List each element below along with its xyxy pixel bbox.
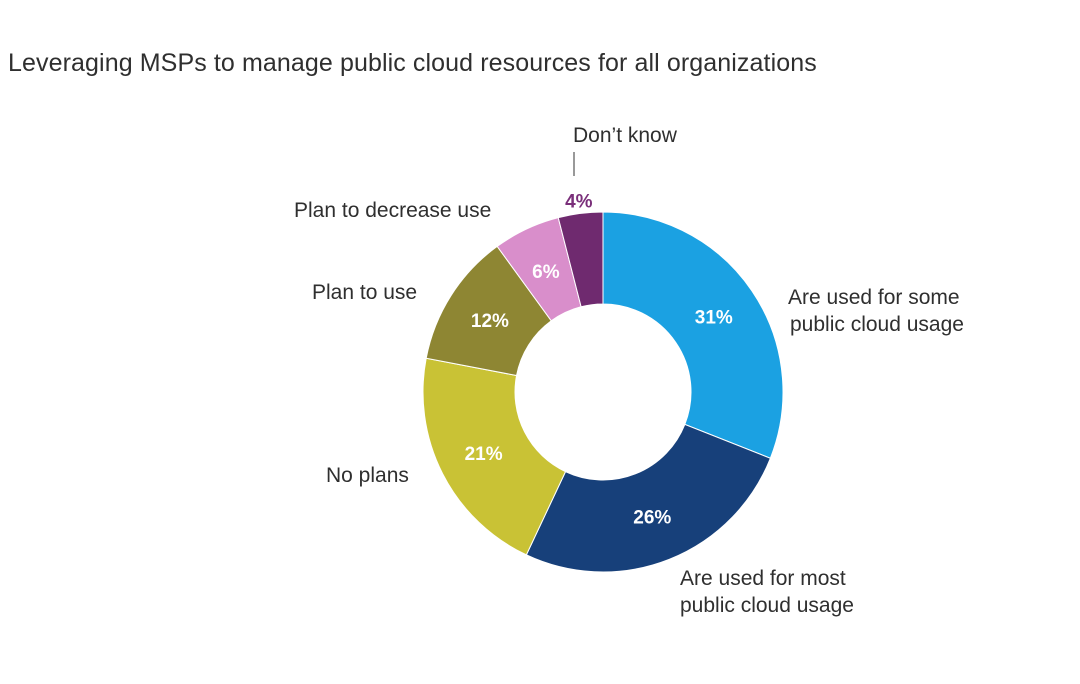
slice-no-plans bbox=[422, 357, 567, 556]
pct-label-most-usage: 26% bbox=[633, 508, 671, 529]
pct-label-no-plans: 21% bbox=[465, 444, 503, 465]
pct-label-plan-to-decrease: 6% bbox=[532, 262, 560, 283]
category-label-plan-to-decrease: Plan to decrease use bbox=[294, 199, 491, 222]
category-label-no-plans: No plans bbox=[326, 464, 409, 487]
slice-some-usage bbox=[602, 211, 784, 459]
chart-title: Leveraging MSPs to manage public cloud r… bbox=[8, 49, 817, 77]
category-labels: Are used for some public cloud usage Are… bbox=[294, 124, 965, 617]
category-label-some-usage: Are used for some public cloud usage bbox=[788, 286, 965, 336]
category-label-most-usage: Are used for most public cloud usage bbox=[680, 567, 854, 617]
donut-slices bbox=[422, 211, 784, 573]
slice-most-usage bbox=[525, 423, 772, 573]
category-label-plan-to-use: Plan to use bbox=[312, 281, 417, 304]
pct-label-some-usage: 31% bbox=[695, 308, 733, 329]
category-label-dont-know: Don’t know bbox=[573, 124, 678, 147]
pct-label-dont-know: 4% bbox=[565, 192, 593, 213]
percentage-labels: 31% 26% 21% 12% 6% 4% bbox=[465, 192, 733, 529]
slice-dont-know bbox=[557, 211, 604, 308]
pct-label-plan-to-use: 12% bbox=[471, 311, 509, 332]
